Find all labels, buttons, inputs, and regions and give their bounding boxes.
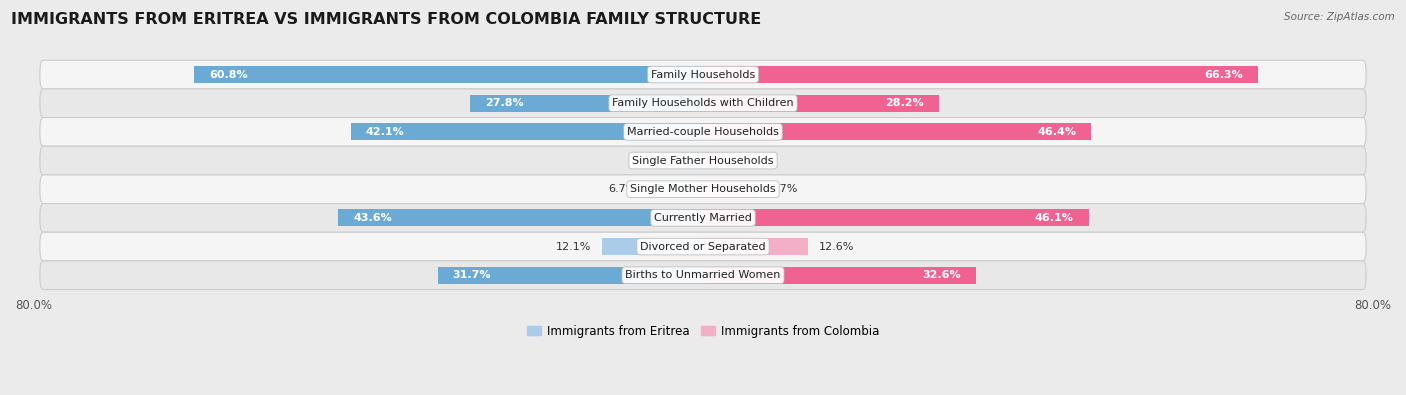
Text: Single Mother Households: Single Mother Households	[630, 184, 776, 194]
Text: Source: ZipAtlas.com: Source: ZipAtlas.com	[1284, 12, 1395, 22]
Text: Family Households with Children: Family Households with Children	[612, 98, 794, 108]
Text: 42.1%: 42.1%	[366, 127, 405, 137]
Text: 2.4%: 2.4%	[733, 156, 762, 166]
Text: Births to Unmarried Women: Births to Unmarried Women	[626, 270, 780, 280]
Text: 60.8%: 60.8%	[209, 70, 247, 79]
Text: 2.5%: 2.5%	[644, 156, 672, 166]
Bar	[682, 152, 703, 169]
Text: Divorced or Separated: Divorced or Separated	[640, 242, 766, 252]
Text: 12.6%: 12.6%	[818, 242, 853, 252]
FancyBboxPatch shape	[39, 232, 1367, 261]
Legend: Immigrants from Eritrea, Immigrants from Colombia: Immigrants from Eritrea, Immigrants from…	[522, 320, 884, 342]
FancyBboxPatch shape	[39, 60, 1367, 89]
Text: 28.2%: 28.2%	[886, 98, 924, 108]
Text: Family Households: Family Households	[651, 70, 755, 79]
Text: IMMIGRANTS FROM ERITREA VS IMMIGRANTS FROM COLOMBIA FAMILY STRUCTURE: IMMIGRANTS FROM ERITREA VS IMMIGRANTS FR…	[11, 12, 762, 27]
Text: 27.8%: 27.8%	[485, 98, 524, 108]
Bar	[703, 123, 1091, 141]
Text: Married-couple Households: Married-couple Households	[627, 127, 779, 137]
FancyBboxPatch shape	[39, 175, 1367, 203]
Bar	[471, 95, 703, 112]
Bar	[703, 152, 723, 169]
Bar	[194, 66, 703, 83]
Text: 12.1%: 12.1%	[557, 242, 592, 252]
Bar	[703, 238, 808, 255]
Text: 31.7%: 31.7%	[453, 270, 491, 280]
FancyBboxPatch shape	[39, 89, 1367, 118]
Text: 6.7%: 6.7%	[609, 184, 637, 194]
Bar	[703, 95, 939, 112]
Bar	[703, 209, 1088, 226]
Bar	[337, 209, 703, 226]
Text: 46.4%: 46.4%	[1038, 127, 1076, 137]
FancyBboxPatch shape	[39, 203, 1367, 232]
Bar	[602, 238, 703, 255]
Text: Currently Married: Currently Married	[654, 213, 752, 223]
FancyBboxPatch shape	[39, 146, 1367, 175]
Text: 46.1%: 46.1%	[1035, 213, 1074, 223]
Text: 6.7%: 6.7%	[769, 184, 797, 194]
Bar	[703, 267, 976, 284]
Bar	[647, 181, 703, 198]
FancyBboxPatch shape	[39, 118, 1367, 146]
Text: 66.3%: 66.3%	[1204, 70, 1243, 79]
Bar	[437, 267, 703, 284]
Bar	[703, 181, 759, 198]
Bar	[350, 123, 703, 141]
FancyBboxPatch shape	[39, 261, 1367, 290]
Text: 43.6%: 43.6%	[353, 213, 392, 223]
Bar	[703, 66, 1258, 83]
Text: Single Father Households: Single Father Households	[633, 156, 773, 166]
Text: 32.6%: 32.6%	[922, 270, 960, 280]
